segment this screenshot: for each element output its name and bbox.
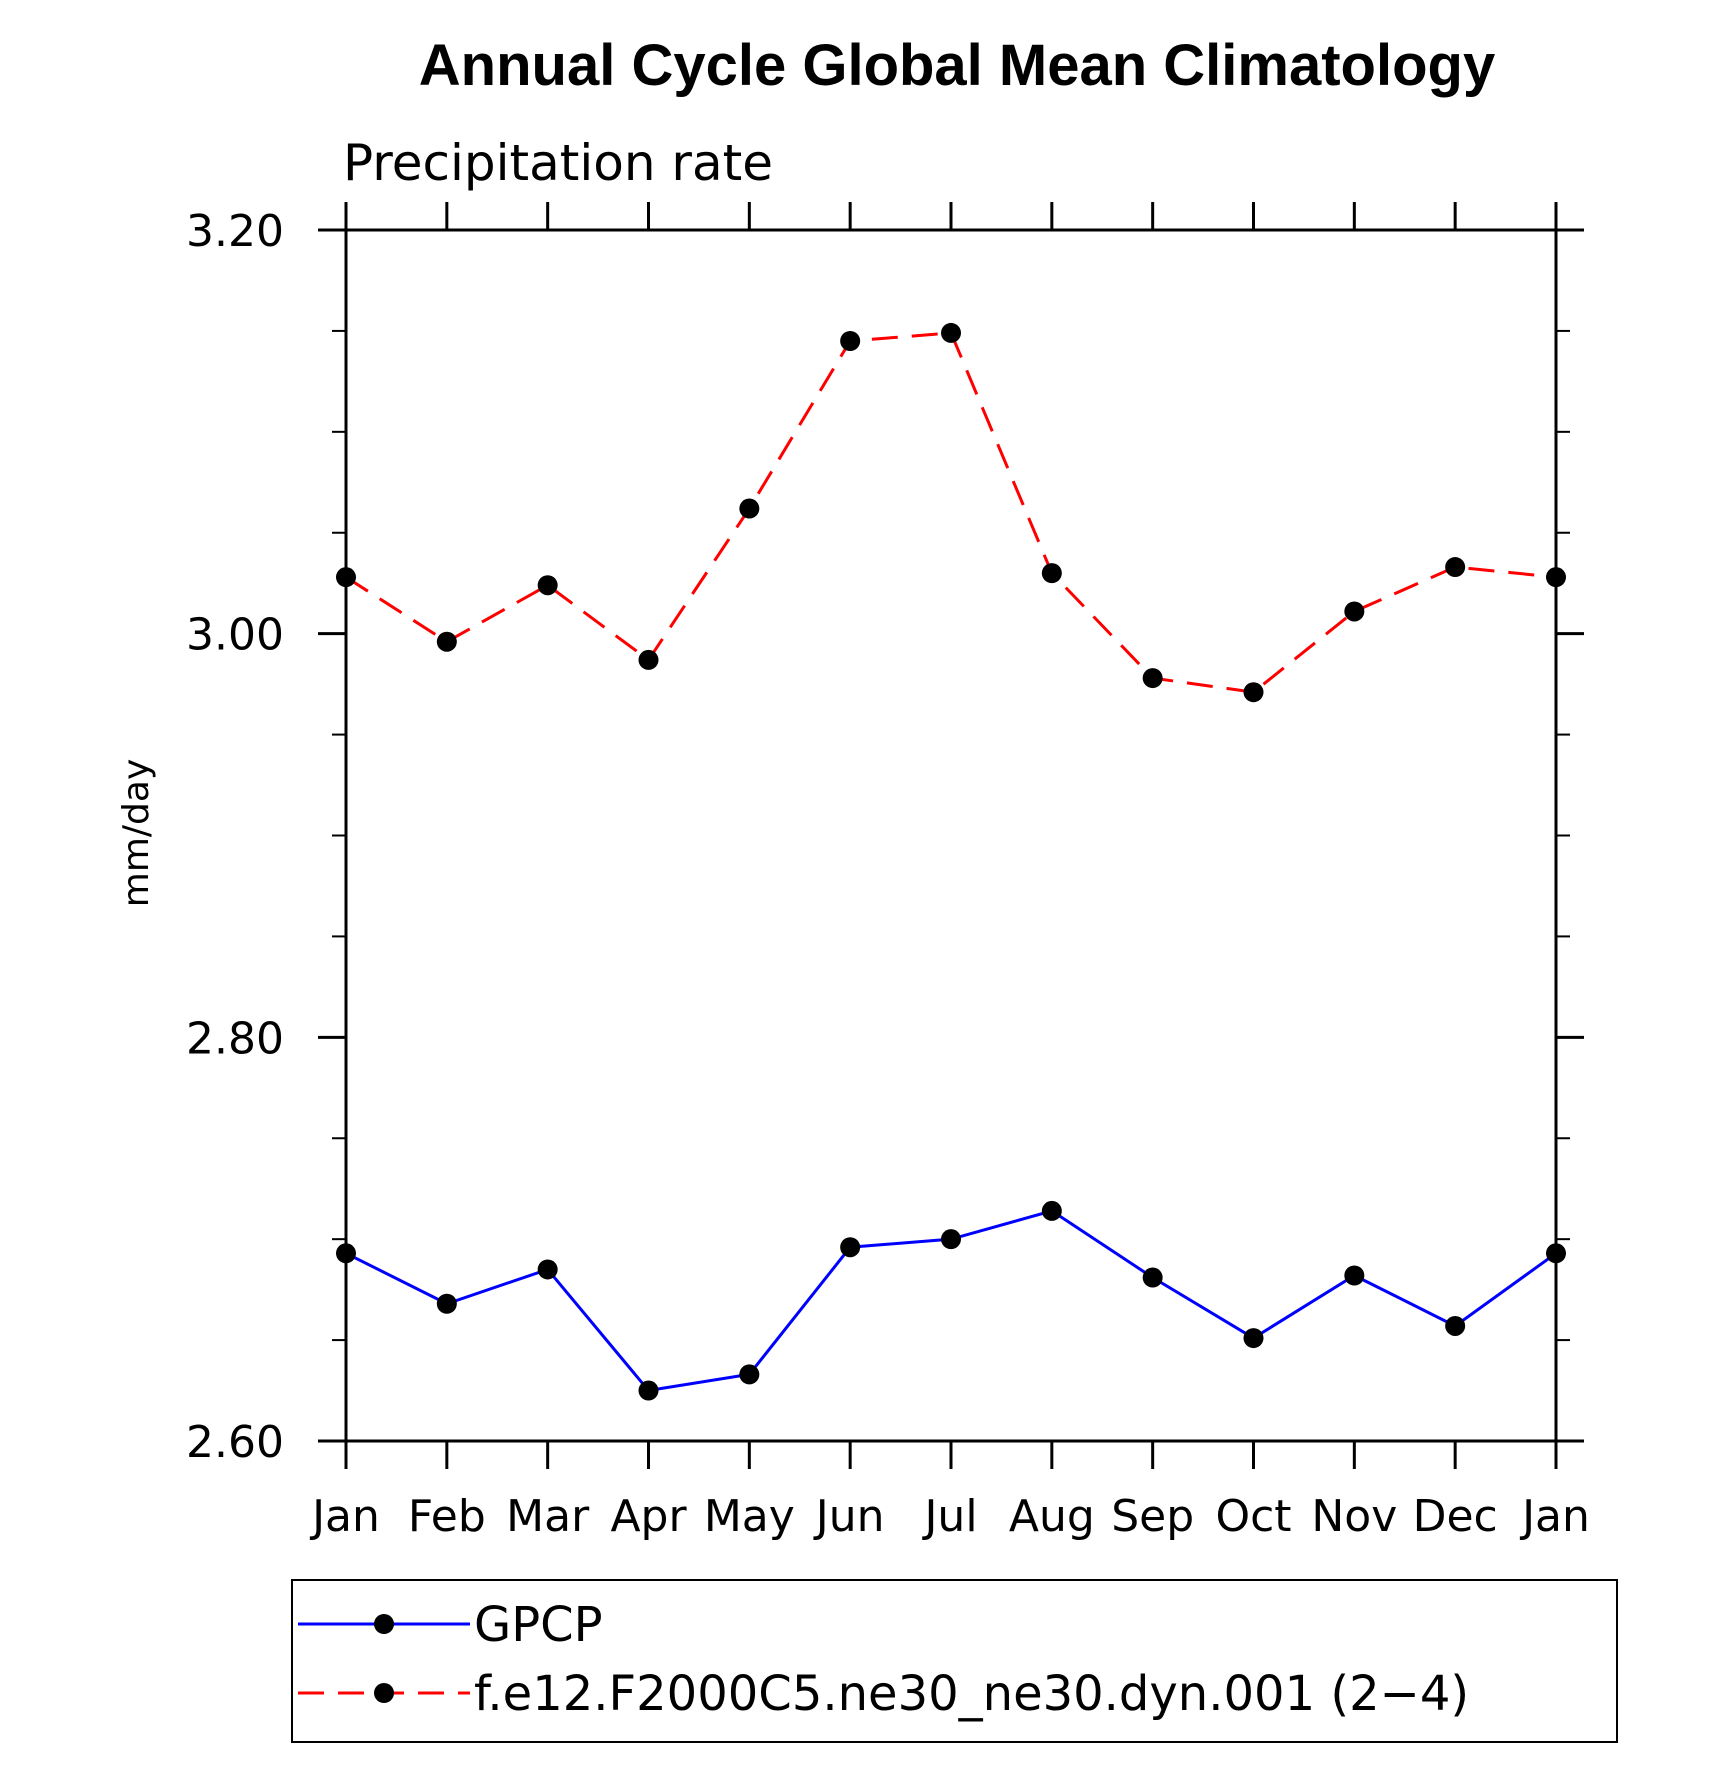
legend-label-gpcp: GPCP [474, 1597, 603, 1653]
x-tick-label: Dec [1413, 1491, 1498, 1542]
y-tick-label: 3.00 [186, 610, 284, 661]
y-tick-label: 2.60 [186, 1417, 284, 1468]
data-point [840, 1237, 861, 1258]
series-layer [336, 322, 1566, 1401]
data-point [1142, 1267, 1163, 1288]
y-tick-labels: 3.20 3.00 2.80 2.60 [186, 206, 284, 1468]
legend: GPCP f.e12.F2000C5.ne30_ne30.dyn.001 (2−… [291, 1579, 1618, 1743]
x-tick-label: Aug [1009, 1491, 1095, 1542]
y-axis-label: mm/day [116, 759, 157, 907]
legend-marker-gpcp [374, 1614, 394, 1634]
data-point [537, 575, 558, 596]
y-tick-label: 3.20 [186, 206, 284, 257]
series-0 [336, 1200, 1566, 1401]
data-point [1445, 1315, 1466, 1336]
x-tick-label: Jan [309, 1491, 380, 1542]
legend-marker-model [374, 1683, 394, 1703]
x-tick-labels: Jan Feb Mar Apr May Jun Jul Aug Sep Oct Nov Dec Jan [309, 1491, 1590, 1542]
data-point [638, 649, 659, 670]
data-point [1344, 601, 1365, 622]
data-point [1142, 668, 1163, 689]
x-tick-label: Nov [1311, 1491, 1397, 1542]
data-point [739, 1364, 760, 1385]
data-point [1041, 563, 1062, 584]
axes [318, 202, 1584, 1469]
data-point [941, 322, 961, 343]
data-point [1041, 1200, 1062, 1221]
x-tick-label: Jan [1519, 1491, 1590, 1542]
x-tick-label: Jul [921, 1491, 977, 1542]
chart-title: Annual Cycle Global Mean Climatology [419, 33, 1495, 98]
x-tick-label: May [704, 1491, 795, 1542]
series-line [345, 331, 1557, 694]
y-tick-label: 2.80 [186, 1013, 284, 1064]
data-point [1344, 1265, 1365, 1286]
chart-subtitle: Precipitation rate [343, 134, 773, 192]
data-point [840, 331, 861, 352]
data-point [1445, 557, 1466, 578]
x-tick-label: Feb [408, 1491, 486, 1542]
data-point [941, 1229, 961, 1250]
series-1 [336, 322, 1566, 703]
data-point [1243, 1328, 1264, 1349]
plot-frame [344, 228, 1558, 1443]
x-tick-label: Mar [506, 1491, 590, 1542]
data-point [1243, 682, 1264, 703]
data-point [336, 1243, 356, 1264]
x-tick-label: Jun [813, 1491, 885, 1542]
data-point [537, 1259, 558, 1280]
legend-box [291, 1579, 1618, 1743]
data-point [739, 498, 760, 519]
data-point [436, 1293, 457, 1314]
data-point [638, 1380, 659, 1401]
data-point [336, 567, 356, 588]
data-point [1546, 567, 1566, 588]
data-point [436, 631, 457, 652]
data-point [1546, 1243, 1566, 1264]
x-tick-label: Oct [1215, 1491, 1291, 1542]
x-tick-label: Sep [1111, 1491, 1194, 1542]
x-tick-label: Apr [610, 1491, 687, 1542]
legend-label-model: f.e12.F2000C5.ne30_ne30.dyn.001 (2−4) [474, 1666, 1469, 1722]
